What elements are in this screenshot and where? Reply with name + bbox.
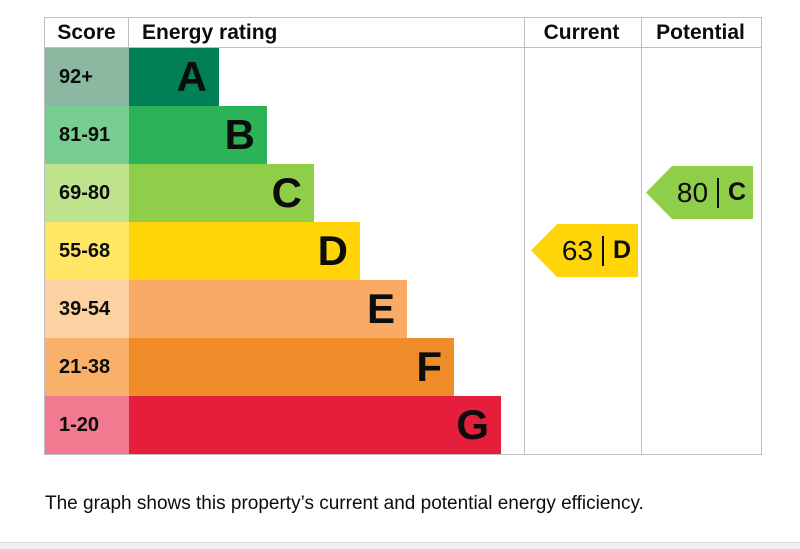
- band-score-cell: 81-91: [45, 106, 129, 164]
- band-score-range: 39-54: [59, 297, 111, 320]
- band-letter: F: [416, 343, 442, 390]
- potential-column-divider: [641, 18, 642, 454]
- potential-rating-arrow: 80 C: [646, 166, 753, 219]
- band-letter: D: [317, 227, 348, 274]
- band-score-range: 92+: [59, 65, 93, 88]
- band-bar: E: [129, 280, 407, 338]
- chart-header-row: Score Energy rating Current Potential: [45, 18, 761, 48]
- band-score-cell: 39-54: [45, 280, 129, 338]
- band-letter: A: [176, 53, 207, 100]
- band-letter: B: [224, 111, 255, 158]
- band-score-cell: 92+: [45, 48, 129, 106]
- band-score-range: 81-91: [59, 123, 111, 146]
- band-score-range: 1-20: [59, 413, 100, 436]
- band-score-range: 55-68: [59, 239, 111, 262]
- band-score-range: 21-38: [59, 355, 111, 378]
- band-score-range: 69-80: [59, 181, 111, 204]
- band-bar: D: [129, 222, 360, 280]
- band-bar: B: [129, 106, 267, 164]
- energy-band-row: 21-38 F: [45, 338, 761, 396]
- band-letter: G: [456, 401, 489, 448]
- potential-column-header: Potential: [656, 20, 745, 44]
- band-score-cell: 1-20: [45, 396, 129, 454]
- current-rating-arrow: 63 D: [531, 224, 638, 277]
- chart-caption: The graph shows this property’s current …: [45, 493, 644, 514]
- arrow-divider: [717, 177, 720, 208]
- band-rows: 92+ A 81-91 B 69-80 C 55-68 D 39-54: [45, 48, 761, 454]
- energy-band-row: 55-68 D: [45, 222, 761, 280]
- band-letter: C: [271, 169, 302, 216]
- current-rating-letter: D: [613, 236, 632, 264]
- current-score-value: 63: [561, 234, 594, 266]
- band-letter: E: [366, 285, 395, 332]
- band-bar: G: [129, 396, 501, 454]
- band-bar: A: [129, 48, 219, 106]
- bottom-divider: [0, 542, 800, 549]
- energy-band-row: 39-54 E: [45, 280, 761, 338]
- energy-band-row: 81-91 B: [45, 106, 761, 164]
- score-column-header: Score: [45, 18, 129, 47]
- energy-band-row: 92+ A: [45, 48, 761, 106]
- band-score-cell: 69-80: [45, 164, 129, 222]
- band-score-cell: 55-68: [45, 222, 129, 280]
- potential-score-value: 80: [676, 176, 709, 208]
- potential-rating-letter: C: [728, 178, 747, 206]
- energy-rating-chart: Score Energy rating Current Potential 92…: [44, 17, 762, 455]
- current-column-divider: [524, 18, 525, 454]
- energy-band-row: 69-80 C: [45, 164, 761, 222]
- energy-rating-column-header: Energy rating: [142, 20, 278, 44]
- current-column-header: Current: [543, 20, 620, 44]
- energy-band-row: 1-20 G: [45, 396, 761, 454]
- band-score-cell: 21-38: [45, 338, 129, 396]
- arrow-divider: [602, 235, 605, 266]
- band-bar: C: [129, 164, 314, 222]
- band-bar: F: [129, 338, 454, 396]
